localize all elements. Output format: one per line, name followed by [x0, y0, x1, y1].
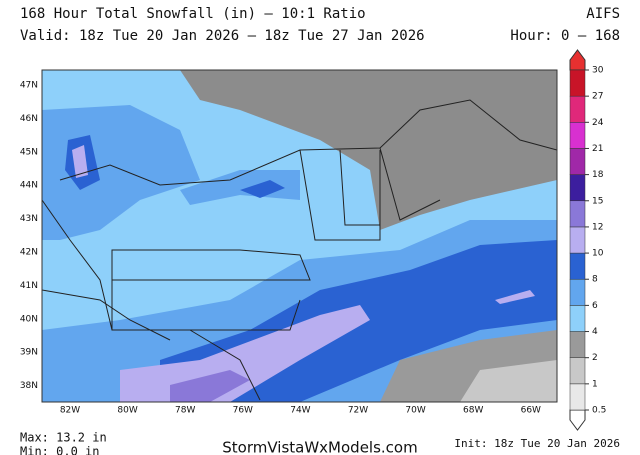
- lat-label: 39N: [20, 348, 38, 358]
- lon-label: 72W: [348, 406, 368, 416]
- colorbar-top-cap: [569, 49, 586, 71]
- colorbar-label: 1: [592, 379, 598, 389]
- colorbar-label: 2: [592, 353, 598, 363]
- colorbar-band: [569, 69, 586, 97]
- lon-label: 76W: [233, 406, 253, 416]
- snow-12-15: [170, 370, 250, 402]
- min-value: Min: 0.0 in: [20, 445, 99, 455]
- lat-label: 47N: [20, 81, 38, 91]
- lon-label: 66W: [521, 406, 541, 416]
- site-name: StormVistaWxModels.com: [222, 439, 417, 455]
- colorbar-band: [569, 174, 586, 202]
- colorbar-label: 15: [592, 196, 603, 206]
- colorbar-band: [569, 331, 586, 358]
- colorbar-label: 21: [592, 144, 603, 154]
- snow-8-10: [240, 180, 285, 198]
- lat-label: 40N: [20, 314, 38, 324]
- lon-label: 74W: [290, 406, 310, 416]
- lat-label: 45N: [20, 147, 38, 157]
- colorbar-band: [569, 226, 586, 254]
- map-frame: [41, 69, 558, 403]
- init-time: Init: 18z Tue 20 Jan 2026: [454, 437, 620, 450]
- colorbar-label: 30: [592, 66, 604, 76]
- colorbar-label: 27: [592, 92, 603, 102]
- map: [42, 70, 557, 402]
- colorbar-band: [569, 278, 586, 306]
- snow-6-8: [180, 170, 300, 205]
- snow-10-12: [72, 145, 88, 178]
- colorbar-bottom-cap: [569, 409, 586, 431]
- colorbar-band: [569, 122, 586, 149]
- lon-label: 68W: [463, 406, 483, 416]
- lon-label: 80W: [117, 406, 137, 416]
- colorbar-label: 0.5: [592, 406, 606, 416]
- colorbar-band: [569, 200, 586, 228]
- lat-label: 44N: [20, 181, 38, 191]
- snow-1-2: [460, 360, 557, 402]
- hour-range: Hour: 0 — 168: [510, 28, 620, 44]
- colorbar-label: 18: [592, 170, 604, 180]
- lat-label: 42N: [20, 248, 38, 258]
- colorbar-label: 6: [592, 301, 598, 311]
- lat-label: 41N: [20, 281, 38, 291]
- lat-label: 43N: [20, 214, 38, 224]
- colorbar-label: 8: [592, 275, 598, 285]
- lon-label: 70W: [405, 406, 425, 416]
- snow-10-12: [120, 305, 370, 402]
- colorbar-band: [569, 305, 586, 332]
- lat-label: 38N: [20, 381, 38, 391]
- colorbar-label: 24: [592, 118, 604, 128]
- model: AIFS: [586, 6, 620, 22]
- colorbar-band: [569, 252, 586, 280]
- lon-label: 82W: [60, 406, 80, 416]
- lon-label: 78W: [175, 406, 195, 416]
- max-value: Max: 13.2 in: [20, 431, 107, 445]
- colorbar-band: [569, 357, 586, 385]
- lat-label: 46N: [20, 114, 38, 124]
- title: 168 Hour Total Snowfall (in) — 10:1 Rati…: [20, 6, 366, 22]
- colorbar-band: [569, 148, 586, 175]
- colorbar-band: [569, 383, 586, 411]
- valid-time: Valid: 18z Tue 20 Jan 2026 — 18z Tue 27 …: [20, 28, 425, 44]
- colorbar-band: [569, 95, 586, 123]
- snow-10-12: [495, 290, 535, 304]
- colorbar-label: 12: [592, 222, 603, 232]
- colorbar-label: 10: [592, 249, 604, 259]
- borders: [42, 99, 557, 401]
- colorbar-label: 4: [592, 327, 598, 337]
